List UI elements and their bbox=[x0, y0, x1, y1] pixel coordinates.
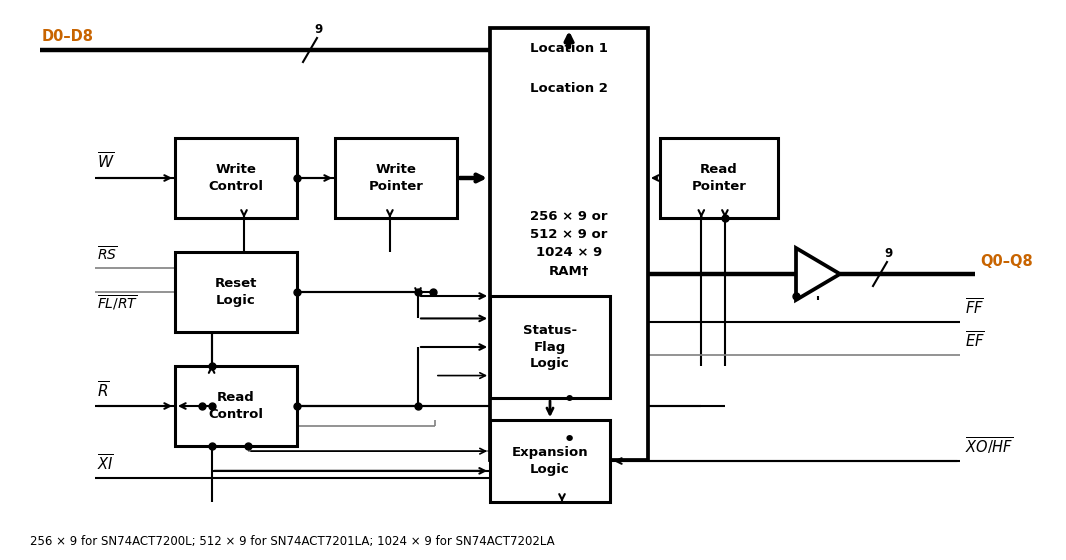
Text: 9: 9 bbox=[314, 23, 322, 36]
Text: •: • bbox=[563, 390, 576, 410]
Text: Read
Control: Read Control bbox=[209, 391, 263, 421]
Text: D0–D8: D0–D8 bbox=[42, 29, 94, 44]
Text: $\overline{XO/HF}$: $\overline{XO/HF}$ bbox=[965, 436, 1014, 457]
Text: $\overline{RS}$: $\overline{RS}$ bbox=[97, 246, 117, 264]
FancyBboxPatch shape bbox=[175, 138, 297, 218]
Text: Q0–Q8: Q0–Q8 bbox=[980, 254, 1033, 269]
Text: $\overline{W}$: $\overline{W}$ bbox=[97, 152, 114, 172]
FancyBboxPatch shape bbox=[175, 252, 297, 332]
Text: •: • bbox=[563, 430, 576, 450]
Text: Read
Pointer: Read Pointer bbox=[692, 163, 746, 193]
Text: Write
Pointer: Write Pointer bbox=[369, 163, 423, 193]
Text: Expansion
Logic: Expansion Logic bbox=[512, 446, 588, 476]
Text: Location 1: Location 1 bbox=[530, 41, 608, 54]
Text: Location 2: Location 2 bbox=[530, 82, 608, 95]
Text: Reset
Logic: Reset Logic bbox=[215, 277, 257, 307]
Polygon shape bbox=[796, 248, 840, 300]
FancyBboxPatch shape bbox=[660, 138, 778, 218]
Text: $\overline{R}$: $\overline{R}$ bbox=[97, 381, 110, 401]
Text: 256 × 9 or
512 × 9 or
1024 × 9
RAM†: 256 × 9 or 512 × 9 or 1024 × 9 RAM† bbox=[530, 211, 608, 278]
Text: $\overline{FL/RT}$: $\overline{FL/RT}$ bbox=[97, 294, 139, 313]
FancyBboxPatch shape bbox=[175, 366, 297, 446]
FancyBboxPatch shape bbox=[490, 296, 610, 398]
Text: $\overline{XI}$: $\overline{XI}$ bbox=[97, 454, 114, 474]
FancyBboxPatch shape bbox=[490, 28, 648, 460]
Text: 9: 9 bbox=[884, 247, 892, 260]
Text: $\overline{FF}$: $\overline{FF}$ bbox=[965, 297, 984, 318]
Text: Status-
Flag
Logic: Status- Flag Logic bbox=[523, 324, 577, 371]
Text: $\overline{EF}$: $\overline{EF}$ bbox=[965, 331, 985, 351]
Text: Write
Control: Write Control bbox=[209, 163, 263, 193]
FancyBboxPatch shape bbox=[490, 420, 610, 502]
Text: 256 × 9 for SN74ACT7200L; 512 × 9 for SN74ACT7201LA; 1024 × 9 for SN74ACT7202LA: 256 × 9 for SN74ACT7200L; 512 × 9 for SN… bbox=[30, 535, 554, 548]
FancyBboxPatch shape bbox=[335, 138, 457, 218]
